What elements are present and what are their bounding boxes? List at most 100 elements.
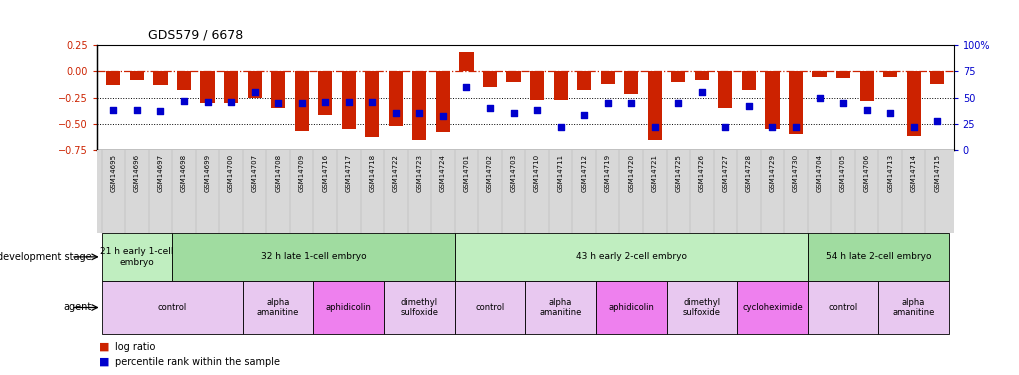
Point [740, 103, 756, 109]
Text: aphidicolin: aphidicolin [325, 303, 371, 312]
Point [364, 99, 380, 105]
Point [411, 110, 427, 116]
Bar [741, 71, 755, 90]
Text: 21 h early 1-cell
embryо: 21 h early 1-cell embryо [100, 247, 173, 267]
Point [105, 107, 121, 113]
Text: GSM14709: GSM14709 [299, 154, 305, 192]
Point [835, 100, 851, 106]
Bar [454, 281, 525, 334]
Text: GSM14698: GSM14698 [180, 154, 186, 192]
Point [669, 100, 686, 106]
Text: GSM14722: GSM14722 [392, 154, 398, 192]
Bar [577, 71, 591, 90]
Bar [271, 71, 285, 108]
Bar [172, 232, 454, 281]
Text: GSM14724: GSM14724 [439, 154, 445, 192]
Text: GSM14714: GSM14714 [910, 154, 916, 192]
Bar [384, 281, 454, 334]
Text: alpha
amanitine: alpha amanitine [257, 298, 299, 317]
Bar [877, 281, 948, 334]
Bar [435, 71, 449, 132]
Bar [882, 71, 897, 76]
Point [504, 110, 521, 116]
Point [623, 100, 639, 106]
Text: ■: ■ [99, 357, 109, 367]
Text: control: control [827, 303, 857, 312]
Point [340, 99, 357, 105]
Text: GSM14728: GSM14728 [745, 154, 751, 192]
Bar [929, 71, 944, 84]
Bar [906, 71, 920, 136]
Bar [665, 281, 737, 334]
Bar [788, 71, 802, 134]
Point [387, 110, 404, 116]
Point [270, 100, 286, 106]
Text: GSM14705: GSM14705 [840, 154, 845, 192]
Bar [807, 232, 948, 281]
Text: GSM14704: GSM14704 [816, 154, 821, 192]
Point [552, 124, 569, 130]
Bar [454, 232, 807, 281]
Bar [553, 71, 568, 100]
Text: GSM14717: GSM14717 [345, 154, 352, 192]
Text: log ratio: log ratio [115, 342, 156, 352]
Bar [459, 53, 473, 71]
Point [905, 124, 921, 130]
Bar [807, 281, 877, 334]
Bar [153, 71, 167, 85]
Bar [365, 71, 379, 137]
Text: GSM14716: GSM14716 [322, 154, 328, 192]
Bar [764, 71, 779, 129]
Point [175, 98, 192, 104]
Bar [106, 71, 120, 85]
Bar [201, 71, 214, 103]
Bar [595, 281, 665, 334]
Point [293, 100, 310, 106]
Text: GDS579 / 6678: GDS579 / 6678 [148, 28, 243, 41]
Text: cycloheximide: cycloheximide [742, 303, 802, 312]
Text: alpha
amanitine: alpha amanitine [539, 298, 581, 317]
Bar [737, 281, 807, 334]
Text: GSM14715: GSM14715 [933, 154, 940, 192]
Text: GSM14701: GSM14701 [463, 154, 469, 192]
Point [763, 124, 780, 130]
Text: GSM14725: GSM14725 [675, 154, 681, 192]
Text: dimethyl
sulfoxide: dimethyl sulfoxide [682, 298, 720, 317]
Point [128, 107, 145, 113]
Bar [318, 71, 332, 116]
Text: GSM14707: GSM14707 [252, 154, 258, 192]
Text: GSM14718: GSM14718 [369, 154, 375, 192]
Text: GSM14700: GSM14700 [228, 154, 233, 192]
Point [458, 84, 474, 90]
Bar [717, 71, 732, 108]
Text: control: control [158, 303, 186, 312]
Bar [341, 71, 356, 129]
Bar [243, 281, 313, 334]
Point [810, 94, 826, 100]
Bar [412, 71, 426, 140]
Text: GSM14703: GSM14703 [511, 154, 516, 192]
Text: GSM14712: GSM14712 [581, 154, 587, 192]
Bar [248, 71, 262, 98]
Point [152, 108, 168, 114]
Point [716, 124, 733, 130]
Text: development stage: development stage [0, 252, 92, 262]
Point [693, 89, 709, 95]
Point [599, 100, 615, 106]
Text: ■: ■ [99, 342, 109, 352]
Text: 32 h late 1-cell embryo: 32 h late 1-cell embryo [261, 252, 366, 261]
Text: GSM14706: GSM14706 [863, 154, 869, 192]
Text: GSM14695: GSM14695 [110, 154, 116, 192]
Text: GSM14713: GSM14713 [887, 154, 893, 192]
Bar [530, 71, 543, 100]
Point [646, 124, 662, 130]
Text: control: control [475, 303, 504, 312]
Bar [836, 71, 849, 78]
Bar [102, 232, 172, 281]
Point [881, 110, 898, 116]
Point [199, 99, 215, 105]
Point [481, 105, 497, 111]
Bar [313, 281, 384, 334]
Text: GSM14720: GSM14720 [628, 154, 634, 192]
Bar [388, 71, 403, 126]
